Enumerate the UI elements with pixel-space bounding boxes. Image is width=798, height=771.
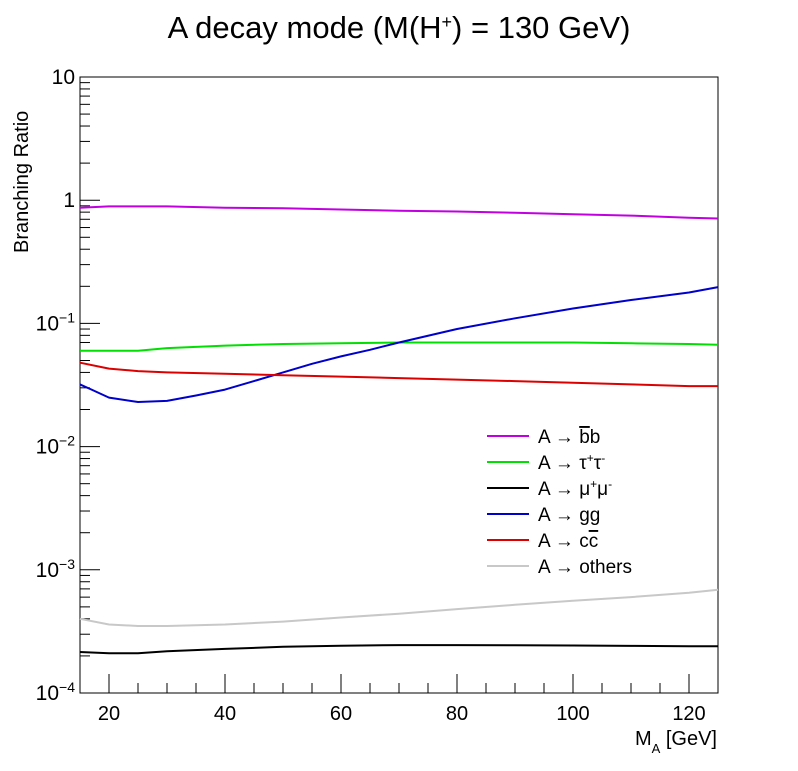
series-line-bb	[79, 205, 719, 220]
legend-label: A → bb	[538, 427, 600, 448]
series-line-others	[79, 588, 719, 627]
y-tick-label: 10−4	[36, 679, 76, 705]
series-line-gg	[79, 286, 719, 403]
legend-label: A → τ+τ-	[538, 451, 605, 474]
legend-label: A → cc	[538, 531, 598, 552]
series-line-cc	[79, 361, 718, 388]
legend-label: A → others	[538, 557, 632, 578]
legend-item-cc: A → cc	[487, 531, 598, 552]
series-line-mumu	[79, 644, 718, 655]
x-tick-label: 20	[98, 703, 120, 725]
legend-item-others: A → others	[487, 557, 632, 578]
x-tick-label: 80	[446, 703, 468, 725]
x-axis-label: MA [GeV]	[635, 728, 717, 756]
y-tick-label: 10	[52, 66, 75, 89]
x-tick-label: 100	[556, 703, 589, 725]
y-tick-label: 10−2	[36, 433, 76, 459]
legend-label: A → gg	[538, 505, 600, 526]
x-tick-label: 40	[214, 703, 236, 725]
x-axis-label-sub: A	[652, 741, 661, 756]
x-axis: 20 40 60 80 100 120	[79, 674, 719, 725]
y-tick-label: 1	[63, 189, 75, 212]
plot-series	[79, 205, 719, 655]
x-tick-label: 120	[672, 703, 705, 725]
series-line-tautau	[80, 341, 719, 352]
y-tick-label: 10−1	[36, 309, 76, 335]
legend-label: A → μ+μ-	[538, 477, 612, 500]
chart-title-sup: +	[442, 12, 453, 32]
x-axis-label-main: M	[635, 728, 652, 750]
legend-item-mumu: A → μ+μ-	[487, 477, 612, 500]
chart-title-tail: ) = 130 GeV)	[452, 10, 630, 45]
legend-item-gg: A → gg	[487, 505, 600, 526]
chart-title: A decay mode (M(H+) = 130 GeV)	[168, 10, 631, 45]
legend-item-tautau: A → τ+τ-	[487, 451, 605, 474]
legend: A → bb A → τ+τ- A → μ+μ- A → gg A → cc A → ot…	[487, 427, 632, 578]
y-tick-label: 10−3	[36, 556, 76, 582]
x-axis-label-tail: [GeV]	[660, 728, 717, 750]
y-axis-label: Branching Ratio	[11, 111, 33, 253]
chart-title-main: A decay mode (M(H	[168, 10, 442, 45]
x-tick-label: 60	[330, 703, 352, 725]
y-axis: 10−4 10−3 10−2 10−1 1 10	[36, 66, 100, 705]
legend-item-bb: A → bb	[487, 427, 600, 448]
